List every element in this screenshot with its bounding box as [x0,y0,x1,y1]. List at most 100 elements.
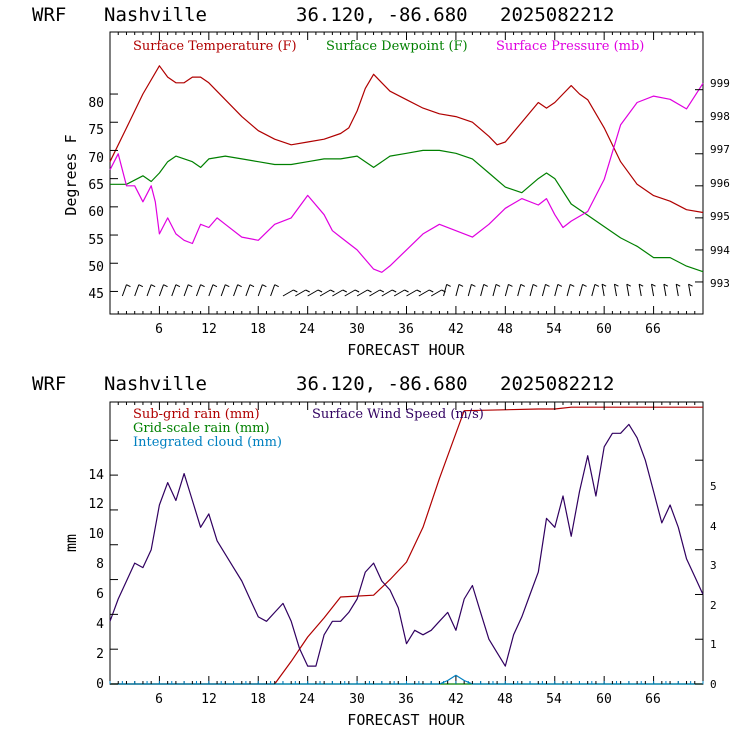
wind-barb-flag [614,283,619,287]
wind-barb-flag [126,284,131,288]
x-tick-label: 66 [645,322,661,337]
y-tick-label: 14 [88,468,104,483]
wind-barb [356,289,368,297]
wind-barb-flag [520,283,526,287]
wind-barb [332,289,344,297]
x-tick-label: 12 [201,322,217,337]
series-surface-dewpoint-f [110,149,704,273]
bottom-x-tick-labels: 6 12 18 24 30 36 42 48 54 60 66 [155,692,661,707]
wind-barb [688,284,692,297]
wind-barb [208,284,214,297]
run-label: 2025082212 [500,373,614,395]
wind-barb-flag [557,283,563,287]
wind-barb [455,284,460,297]
y-tick-label: 2 [96,647,104,662]
model-label: WRF [32,4,66,26]
wind-barb [381,289,393,297]
wind-barb [233,284,239,297]
wind-barb [443,284,448,297]
wind-barb [344,289,356,297]
wind-barb-flag [483,283,488,287]
wind-barb-flag [237,284,242,288]
y-tick-label: 6 [96,587,104,602]
wind-barb-flag [317,289,323,293]
run-label: 2025082212 [500,4,614,26]
wind-barb [406,289,418,297]
wind-barb [220,284,226,297]
wind-barb [295,289,306,297]
wind-barb-flag [569,283,575,287]
x-tick-label: 30 [349,322,365,337]
y2-tick-label: 5 [710,480,717,493]
bottom-ticks-group [109,402,704,685]
wind-barb-flag [225,284,230,288]
legend-integrated-cloud: Integrated cloud (mm) [133,435,282,450]
wind-barb-flag [638,283,644,287]
wind-barb-flag [404,289,409,293]
coords-label: 36.120, -86.680 [296,373,468,395]
x-tick-label: 6 [155,322,163,337]
wind-barb [626,284,630,297]
wind-barb [504,284,509,297]
y-tick-label: 12 [88,497,104,512]
wind-barb-flag [138,284,144,288]
wind-barb-flag [150,284,156,288]
wind-barb-flag [416,289,422,293]
wind-barb-flag [458,283,464,287]
wind-barb-flag [601,283,607,287]
wind-barb [467,284,472,297]
y-tick-label: 75 [88,123,104,138]
y-tick-label: 80 [88,96,104,111]
x-tick-label: 54 [546,322,562,337]
temperature-panel: 45 50 55 60 65 70 75 80 993 994 995 996 … [62,31,730,359]
wind-barb-flag [495,283,501,287]
wind-barbs-row [121,283,693,297]
x-tick-label: 36 [398,322,414,337]
wind-barb [183,284,189,297]
y-tick-label: 50 [88,260,104,275]
wind-barb [578,284,584,297]
y-tick-label: 8 [96,557,104,572]
wind-barb [134,284,140,297]
legend-pressure: Surface Pressure (mb) [496,39,644,54]
y2-tick-label: 2 [710,599,717,612]
wind-barb-flag [675,283,681,287]
top-legend: Surface Temperature (F) Surface Dewpoint… [133,39,644,54]
wind-barb [554,284,559,297]
wind-barb-flag [212,284,218,288]
x-tick-label: 60 [596,322,612,337]
wind-barb [591,284,596,297]
x-tick-label: 18 [250,322,266,337]
top-x-axis-label: FORECAST HOUR [347,341,465,359]
bottom-right-tick-labels: 0 1 2 3 4 5 [710,480,717,691]
wind-barb-flag [200,284,205,288]
wind-barb [369,289,381,297]
y2-tick-label: 4 [710,520,717,533]
wind-barb [196,284,202,297]
y2-tick-label: 993 [710,277,730,290]
wind-barb-flag [249,284,255,288]
wind-barb-flag [330,289,335,293]
x-tick-label: 24 [299,692,315,707]
wind-barb [663,284,667,297]
coords-label: 36.120, -86.680 [296,4,468,26]
wind-barb [393,289,405,297]
wind-barb [492,284,497,297]
wind-barb-flag [446,283,451,287]
wind-barb-flag [175,284,181,288]
wind-barb [430,289,442,297]
wind-barb [638,284,642,297]
wind-barb [158,284,164,297]
x-tick-label: 36 [398,692,414,707]
wind-barb-flag [626,283,632,287]
station-label: Nashville [104,373,207,395]
wind-barb [529,284,534,297]
wind-barb [675,284,679,297]
y2-tick-label: 994 [710,244,730,257]
y2-tick-label: 997 [710,143,730,156]
wind-barb-flag [342,289,347,293]
legend-subgrid-rain: Sub-grid rain (mm) [133,407,260,422]
y-tick-label: 65 [88,178,104,193]
bottom-x-axis-label: FORECAST HOUR [347,711,465,729]
